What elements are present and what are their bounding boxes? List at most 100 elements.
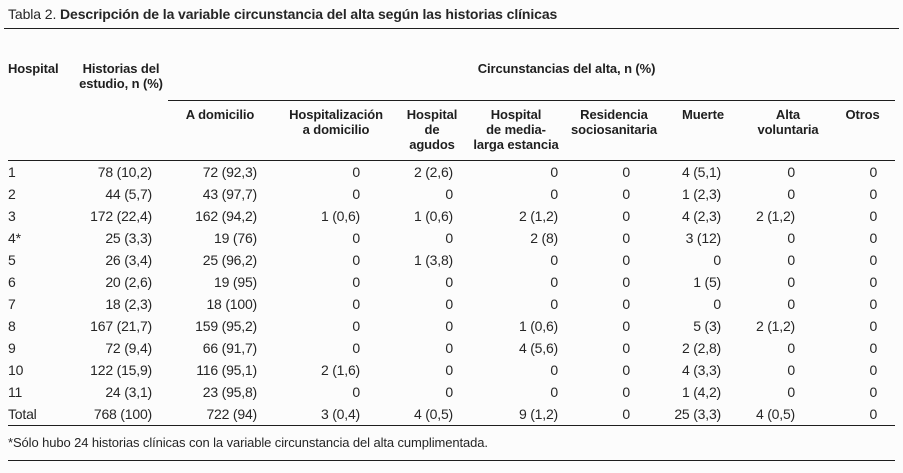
table-row: 8 167 (21,7) 159 (95,2) 0 0 1 (0,6) 0 5 (3) 2 (1… bbox=[8, 315, 895, 337]
table-cell: 0 bbox=[352, 383, 360, 400]
table-cell: 0 bbox=[869, 317, 878, 334]
col-header-muerte: Muerte bbox=[660, 100, 746, 161]
table-cell: 72 (9,4) bbox=[105, 339, 152, 356]
table-cell: 0 bbox=[352, 163, 360, 180]
table-cell: 0 bbox=[713, 295, 721, 312]
table-cell: 4 (0,5) bbox=[746, 402, 830, 426]
table-cell: 0 bbox=[787, 185, 795, 202]
table-cell: 18 (100) bbox=[206, 295, 257, 312]
table-cell: 0 bbox=[787, 339, 795, 356]
table-caption: Descripción de la variable circunstancia… bbox=[60, 6, 558, 22]
table-cell: 0 bbox=[622, 295, 630, 312]
table-cell: 3 (0,4) bbox=[272, 402, 400, 426]
table-cell: 9 (1,2) bbox=[464, 402, 568, 426]
table-cell: 0 bbox=[622, 251, 630, 268]
table-cell: 0 bbox=[869, 339, 878, 356]
table-row: 6 20 (2,6) 19 (95) 0 0 0 0 1 (5) 0 0 bbox=[8, 271, 895, 293]
table-cell: 25 (96,2) bbox=[202, 251, 257, 268]
table-cell: 162 (94,2) bbox=[195, 207, 257, 224]
table-row: 4* 25 (3,3) 19 (76) 0 0 2 (8) 0 3 (12) 0 0 bbox=[8, 227, 895, 249]
table-cell: 0 bbox=[787, 229, 795, 246]
table-cell: 0 bbox=[568, 402, 660, 426]
table-cell: 0 bbox=[787, 251, 795, 268]
table-cell: 0 bbox=[869, 207, 878, 224]
table-cell: 24 (3,1) bbox=[105, 383, 152, 400]
row-label-hospital: 8 bbox=[8, 317, 16, 334]
table-cell: 0 bbox=[352, 251, 360, 268]
row-label-hospital: 1 bbox=[8, 163, 16, 180]
table-cell: 25 (3,3) bbox=[660, 402, 746, 426]
row-label-hospital: 9 bbox=[8, 339, 16, 356]
table-cell: 2 (2,6) bbox=[413, 163, 453, 180]
table-title: Tabla 2. Descripción de la variable circ… bbox=[4, 0, 899, 29]
row-label-hospital: 5 bbox=[8, 251, 16, 268]
table-cell: 0 bbox=[869, 295, 878, 312]
table-row: 5 26 (3,4) 25 (96,2) 0 1 (3,8) 0 0 0 0 0 bbox=[8, 249, 895, 271]
table-cell: 66 (91,7) bbox=[202, 339, 257, 356]
table-cell: 0 bbox=[352, 273, 360, 290]
table-cell: 19 (76) bbox=[214, 229, 257, 246]
table-cell: 0 bbox=[787, 383, 795, 400]
header-row-subcolumns: A domicilio Hospitalización a domicilio … bbox=[8, 100, 896, 161]
table-cell: 1 (0,6) bbox=[518, 317, 558, 334]
table-row: 3 172 (22,4) 162 (94,2) 1 (0,6) 1 (0,6) 2 (1,… bbox=[8, 205, 895, 227]
table-cell: 4 (0,5) bbox=[400, 402, 464, 426]
table-cell: 0 bbox=[445, 273, 453, 290]
col-header-historias-estudio: Historias del estudio, n (%) bbox=[74, 29, 168, 161]
table-cell: 1 (4,2) bbox=[681, 383, 721, 400]
col-header-alta-voluntaria: Alta voluntaria bbox=[746, 100, 830, 161]
table-cell: 0 bbox=[352, 229, 360, 246]
table-cell: 4 (5,1) bbox=[681, 163, 721, 180]
table-cell: 0 bbox=[622, 163, 630, 180]
table-cell: 0 bbox=[622, 185, 630, 202]
table-cell: 0 bbox=[787, 273, 795, 290]
table-cell: 44 (5,7) bbox=[105, 185, 152, 202]
table-cell: 0 bbox=[622, 273, 630, 290]
table-row: Total 768 (100) 722 (94) 3 (0,4) 4 (0,5) 9 (1… bbox=[8, 402, 896, 426]
row-label-hospital: Total bbox=[8, 402, 74, 426]
table-cell: 0 bbox=[622, 383, 630, 400]
row-label-hospital: 6 bbox=[8, 273, 16, 290]
table-cell: 0 bbox=[622, 339, 630, 356]
table-cell: 0 bbox=[550, 295, 558, 312]
table-cell: 0 bbox=[787, 163, 795, 180]
table-cell: 43 (97,7) bbox=[202, 185, 257, 202]
table-cell: 0 bbox=[787, 295, 795, 312]
table-cell: 768 (100) bbox=[74, 402, 168, 426]
header-row-groups: Hospital Historias del estudio, n (%) Ci… bbox=[8, 29, 896, 161]
table-cell: 26 (3,4) bbox=[105, 251, 152, 268]
table-cell: 0 bbox=[622, 207, 630, 224]
table-cell: 23 (95,8) bbox=[202, 383, 257, 400]
row-label-hospital: 4* bbox=[8, 229, 21, 246]
table-cell: 0 bbox=[445, 361, 453, 378]
table-cell: 0 bbox=[445, 317, 453, 334]
table-cell: 122 (15,9) bbox=[90, 361, 152, 378]
table-cell: 0 bbox=[869, 361, 878, 378]
table-cell: 0 bbox=[445, 339, 453, 356]
table-cell: 0 bbox=[352, 295, 360, 312]
col-header-hospitalizacion-domicilio: Hospitalización a domicilio bbox=[272, 100, 400, 161]
table-row: 9 72 (9,4) 66 (91,7) 0 0 4 (5,6) 0 2 (2,8) 0 0 bbox=[8, 337, 895, 359]
table-cell: 0 bbox=[550, 185, 558, 202]
table-cell: 0 bbox=[787, 361, 795, 378]
table-cell: 0 bbox=[869, 383, 878, 400]
row-label-hospital: 2 bbox=[8, 185, 16, 202]
table-cell: 4 (3,3) bbox=[681, 361, 721, 378]
table-cell: 18 (2,3) bbox=[105, 295, 152, 312]
col-header-a-domicilio: A domicilio bbox=[168, 100, 272, 161]
col-header-hospital: Hospital bbox=[8, 29, 74, 161]
group-header-circunstancias: Circunstancias del alta, n (%) bbox=[168, 29, 896, 101]
table-cell: 2 (8) bbox=[530, 229, 558, 246]
table-cell: 172 (22,4) bbox=[90, 207, 152, 224]
table-cell: 25 (3,3) bbox=[105, 229, 152, 246]
col-header-hospital-media-larga: Hospital de media- larga estancia bbox=[464, 100, 568, 161]
table-cell: 0 bbox=[869, 185, 878, 202]
table-cell: 0 bbox=[622, 317, 630, 334]
table-cell: 0 bbox=[713, 251, 721, 268]
table-cell: 1 (0,6) bbox=[413, 207, 453, 224]
col-header-otros: Otros bbox=[830, 100, 896, 161]
table-cell: 0 bbox=[550, 251, 558, 268]
table-cell: 116 (95,1) bbox=[196, 361, 257, 378]
table-cell: 167 (21,7) bbox=[90, 317, 152, 334]
